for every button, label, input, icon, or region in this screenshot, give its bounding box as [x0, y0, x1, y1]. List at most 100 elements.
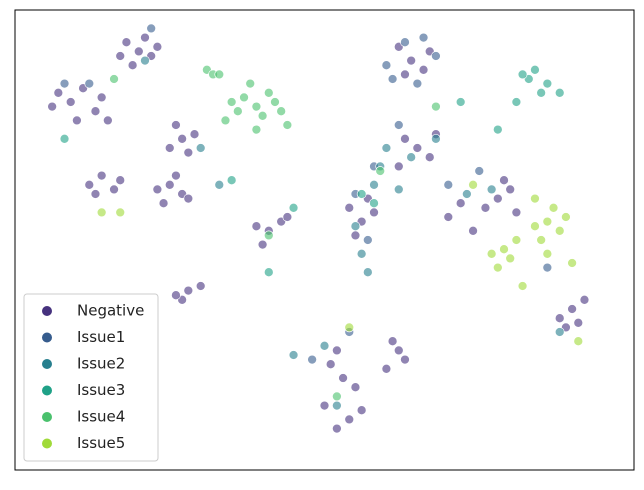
- point: [356, 405, 367, 416]
- point: [251, 124, 262, 135]
- point: [276, 106, 287, 117]
- point: [579, 294, 590, 305]
- point: [362, 235, 373, 245]
- point: [356, 248, 367, 259]
- point: [282, 212, 293, 222]
- point: [418, 32, 429, 43]
- point: [183, 285, 194, 296]
- point: [344, 414, 355, 425]
- legend: Negative Issue1 Issue2 Issue3 Issue4 Issue5: [23, 293, 159, 462]
- point: [72, 115, 82, 126]
- point: [573, 336, 584, 347]
- point: [400, 69, 410, 80]
- point: [400, 37, 410, 48]
- point: [344, 322, 355, 333]
- point: [393, 345, 404, 356]
- point: [492, 193, 503, 204]
- point: [171, 290, 181, 301]
- point: [530, 221, 540, 232]
- point: [288, 350, 299, 360]
- legend-marker: [42, 412, 52, 422]
- point: [536, 235, 547, 245]
- point: [530, 64, 540, 75]
- legend-label: Negative: [77, 302, 144, 320]
- point: [554, 87, 565, 98]
- point: [548, 202, 559, 213]
- point: [102, 115, 113, 126]
- point: [443, 179, 454, 190]
- point: [542, 262, 553, 273]
- point: [530, 193, 540, 204]
- point: [171, 170, 181, 181]
- point: [412, 78, 423, 89]
- point: [455, 198, 466, 209]
- point: [214, 69, 225, 80]
- point: [462, 189, 472, 199]
- point: [263, 87, 274, 98]
- point: [406, 55, 417, 66]
- point: [424, 152, 435, 163]
- point: [381, 60, 392, 71]
- point: [375, 166, 386, 176]
- point: [387, 74, 398, 84]
- point: [127, 60, 138, 71]
- point: [183, 147, 194, 158]
- point: [517, 281, 528, 291]
- point: [96, 92, 107, 103]
- point: [59, 78, 70, 89]
- point: [369, 207, 379, 218]
- point: [486, 184, 497, 195]
- point: [542, 78, 553, 89]
- point: [511, 207, 522, 218]
- point: [511, 97, 522, 107]
- point: [245, 78, 256, 89]
- point: [195, 143, 206, 153]
- point: [109, 184, 119, 195]
- point: [282, 120, 293, 130]
- point: [492, 262, 503, 273]
- legend-label: Issue5: [77, 434, 125, 452]
- point: [393, 161, 404, 172]
- point: [573, 317, 584, 328]
- point: [369, 198, 379, 209]
- point: [468, 225, 478, 236]
- point: [270, 97, 280, 107]
- point: [239, 92, 249, 103]
- point: [554, 313, 565, 324]
- point: [536, 87, 547, 98]
- legend-marker: [42, 306, 52, 316]
- point: [121, 37, 132, 48]
- point: [232, 106, 243, 117]
- point: [214, 179, 225, 190]
- point: [84, 78, 95, 89]
- point: [468, 179, 478, 190]
- point: [65, 97, 76, 107]
- legend-label: Issue1: [77, 328, 125, 346]
- point: [251, 101, 262, 112]
- point: [158, 198, 169, 209]
- point: [307, 354, 317, 365]
- point: [220, 115, 231, 126]
- point: [140, 32, 150, 43]
- point: [319, 340, 330, 351]
- point: [431, 101, 441, 112]
- legend-label: Issue4: [77, 408, 125, 426]
- point: [406, 152, 417, 163]
- point: [400, 354, 410, 365]
- legend-marker: [42, 359, 52, 369]
- point: [332, 391, 342, 402]
- point: [90, 189, 101, 199]
- point: [431, 133, 441, 144]
- legend-marker: [42, 385, 52, 396]
- point: [393, 120, 404, 130]
- point: [387, 336, 398, 347]
- point: [338, 373, 348, 383]
- point: [189, 129, 200, 140]
- point: [412, 143, 423, 153]
- point: [332, 400, 342, 411]
- point: [400, 133, 410, 144]
- point: [499, 244, 509, 255]
- point: [332, 423, 342, 434]
- point: [133, 46, 144, 57]
